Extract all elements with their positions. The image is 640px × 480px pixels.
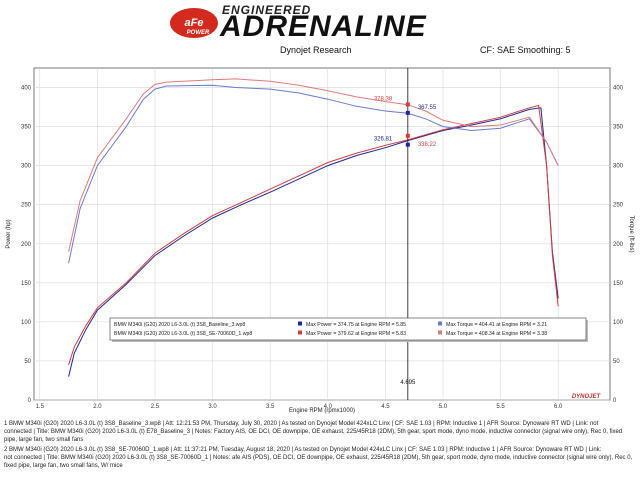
point-value-label: 378.38 — [374, 96, 393, 102]
x-tick-label: 3.5 — [266, 404, 275, 410]
point-marker — [405, 142, 410, 147]
x-tick-label: 2.5 — [151, 404, 160, 410]
y-tick-label-left: 0 — [28, 398, 32, 404]
x-axis-label: Engine RPM (rpmx1000) — [289, 408, 355, 414]
x-tick-label: 5.0 — [439, 404, 448, 410]
x-tick-label: 4.0 — [324, 404, 333, 410]
dynojet-watermark: DYNOJET — [572, 394, 602, 400]
svg-text:aFe: aFe — [185, 17, 204, 29]
legend-torque-swatch — [438, 321, 442, 326]
afe-power-logo: aFe POWER — [170, 8, 218, 38]
point-marker — [405, 110, 410, 115]
footnote-5: not connected | Title: BMW M340i (G20) 2… — [4, 455, 633, 461]
axis-ticks: 1.5 2.0 2.5 3.0 3.5 4.0 4.5 5.0 5.5 6.0 0 0 50 50 100 1… — [21, 86, 624, 410]
legend-max-power: Max Power = 379.62 at Engine RPM = 5.83 — [306, 331, 406, 337]
point-value-label: 326.81 — [374, 137, 393, 143]
series-line-power — [68, 104, 559, 365]
footnote-1: 1 BMW M340i (G20) 2020 L6-3.0L (t) 3S8_B… — [4, 421, 599, 427]
series-lines — [68, 78, 559, 377]
y-tick-label-right: 300 — [613, 164, 624, 170]
x-tick-label: 1.5 — [36, 404, 45, 410]
y-tick-label-right: 100 — [613, 320, 624, 326]
grid — [34, 68, 610, 401]
series-line-torque — [68, 84, 559, 264]
legend-run-name: BMW M340i (G20) 2020 L6-3.0L (t) 3S8_Bas… — [114, 322, 245, 328]
y-tick-label-right: 0 — [613, 398, 617, 404]
footnote-4: 2 BMW M340i (G20) 2020 L6-3.0L (t) 3S8_S… — [4, 447, 602, 453]
legend-box — [109, 317, 587, 341]
y-axis-label-left: Power (hp) — [6, 219, 12, 248]
correction-smoothing: CF: SAE Smoothing: 5 — [480, 45, 571, 55]
legend: BMW M340i (G20) 2020 L6-3.0L (t) 3S8_Bas… — [109, 317, 588, 342]
legend-power-swatch — [298, 330, 302, 335]
dyno-chart: 1.5 2.0 2.5 3.0 3.5 4.0 4.5 5.0 5.5 6.0 0 0 50 50 100 1… — [6, 67, 634, 414]
plot-frame — [33, 67, 611, 401]
y-tick-label-right: 200 — [613, 242, 624, 248]
y-tick-label-left: 400 — [21, 86, 32, 92]
y-tick-label-left: 200 — [21, 242, 32, 248]
x-tick-label: 4.5 — [381, 404, 390, 410]
svg-text:POWER: POWER — [187, 30, 210, 36]
point-value-label: 338.22 — [418, 142, 437, 148]
footnote-3: pipe, large fan, two small fans — [4, 437, 84, 443]
y-tick-label-right: 150 — [613, 281, 624, 287]
y-tick-label-right: 350 — [613, 125, 624, 131]
footnote-6: fixed pipe, large fan, two small fans, W… — [4, 463, 123, 469]
legend-max-torque: Max Torque = 408.34 at Engine RPM = 3.38 — [446, 331, 547, 337]
header: aFe POWER ENGINEERED ADRENALINE Dynojet … — [0, 0, 640, 55]
point-labels: 367.55 378.38 326.81 338.22 — [374, 96, 437, 147]
y-axis-label-right: Torque (ft-lbs) — [628, 215, 634, 252]
y-tick-label-left: 250 — [21, 203, 32, 209]
legend-torque-swatch — [438, 330, 442, 335]
y-tick-label-left: 100 — [21, 320, 32, 326]
y-tick-label-left: 350 — [21, 125, 32, 131]
x-tick-label: 5.5 — [496, 404, 505, 410]
y-tick-label-left: 50 — [24, 359, 31, 365]
brand-tagline-main: ADRENALINE — [220, 10, 427, 43]
point-marker — [405, 133, 410, 138]
legend-power-swatch — [298, 321, 302, 326]
cursor: 4.695 — [400, 68, 416, 400]
x-tick-label: 6.0 — [554, 404, 563, 410]
x-tick-label: 2.0 — [93, 404, 102, 410]
series-line-torque — [68, 78, 559, 252]
y-tick-label-left: 150 — [21, 281, 32, 287]
legend-max-torque: Max Torque = 404.41 at Engine RPM = 3.21 — [446, 322, 547, 328]
legend-max-power: Max Power = 374.75 at Engine RPM = 5.85 — [306, 322, 406, 328]
point-marker — [405, 102, 410, 107]
brand-tagline-top: ENGINEERED — [222, 3, 312, 17]
y-tick-label-right: 250 — [613, 203, 624, 209]
point-value-label: 367.55 — [418, 105, 437, 111]
footnote-2: connected | Title: BMW M340i (G20) 2020 … — [4, 429, 623, 435]
x-tick-label: 3.0 — [208, 404, 217, 410]
cursor-label: 4.695 — [400, 380, 416, 386]
y-tick-label-right: 400 — [613, 86, 624, 92]
y-tick-label-right: 50 — [613, 359, 620, 365]
dyno-source: Dynojet Research — [280, 45, 352, 55]
series-line-power — [68, 107, 559, 377]
y-tick-label-left: 300 — [21, 164, 32, 170]
legend-run-name: BMW M340i (G20) 2020 L6-3.0L (t) 3S8_SE-… — [114, 331, 252, 337]
